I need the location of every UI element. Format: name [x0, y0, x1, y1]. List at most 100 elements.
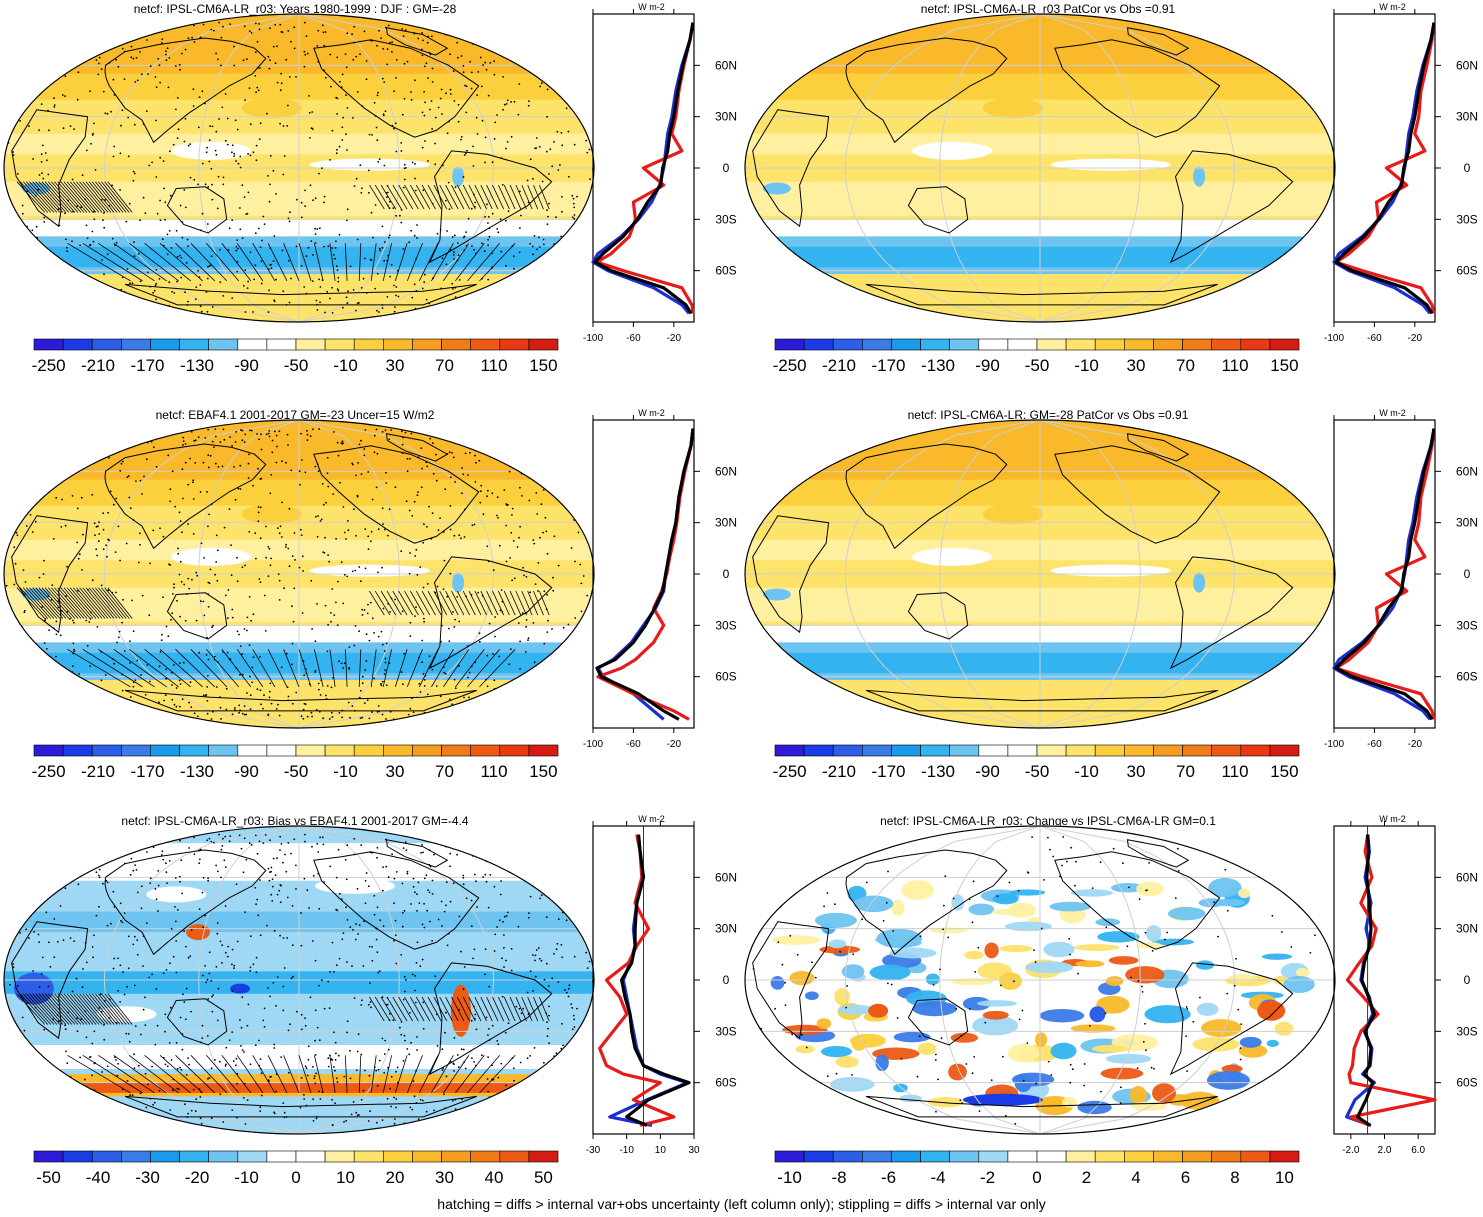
stipple-dot — [494, 616, 497, 618]
stipple-dot — [346, 1020, 349, 1023]
stipple-dot — [219, 1060, 221, 1063]
stipple-dot — [268, 696, 271, 699]
stipple-dot — [21, 204, 24, 207]
coastline — [313, 445, 480, 544]
stipple-dot — [419, 566, 422, 568]
stipple-dot — [1100, 1090, 1102, 1093]
stipple-dot — [76, 98, 79, 101]
stipple-dot — [224, 951, 227, 954]
stipple-dot — [532, 253, 534, 256]
stipple-dot — [128, 1040, 131, 1043]
hatch-line — [515, 996, 527, 1022]
hatch-line — [380, 996, 397, 1022]
stipple-dot — [471, 1057, 473, 1059]
stipple-dot — [548, 202, 550, 205]
stipple-dot — [182, 661, 185, 664]
stipple-dot — [258, 138, 261, 141]
stipple-dot — [395, 1106, 397, 1109]
graticule-meridian — [844, 14, 1041, 322]
stipple-dot — [453, 534, 456, 537]
hatch-line — [474, 184, 487, 210]
stipple-dot — [406, 870, 409, 873]
stipple-dot — [16, 985, 19, 987]
anomaly-hot — [1257, 1000, 1286, 1021]
stipple-dot — [777, 941, 780, 943]
stipple-dot — [259, 879, 261, 881]
panel-title: netcf: EBAF4.1 2001-2017 GM=-23 Uncer=15… — [155, 408, 435, 422]
colorbar-swatch — [121, 1150, 151, 1163]
stipple-dot — [393, 1122, 396, 1125]
colorbar-swatch — [499, 338, 530, 351]
stipple-dot — [448, 451, 451, 454]
stipple-dot — [323, 201, 325, 204]
white-patch — [171, 141, 251, 160]
stipple-dot — [166, 47, 169, 50]
stipple-dot — [290, 277, 292, 280]
stipple-dot — [412, 711, 415, 714]
hatch-line — [451, 996, 465, 1022]
stipple-dot — [361, 614, 364, 616]
stipple-dot — [247, 477, 250, 479]
stipple-dot — [436, 585, 439, 588]
stipple-dot — [357, 462, 359, 464]
stipple-dot — [232, 1060, 235, 1062]
hatch-line — [298, 243, 312, 282]
anomaly-patch — [992, 908, 1026, 915]
stipple-dot — [380, 630, 383, 633]
stipple-dot — [383, 164, 386, 167]
stipple-dot — [273, 1111, 275, 1114]
stipple-dot — [276, 976, 279, 978]
anomaly-patch — [1295, 967, 1310, 978]
stipple-dot — [552, 576, 554, 579]
stipple-dot — [168, 563, 170, 566]
stipple-dot — [308, 111, 311, 114]
stipple-dot — [416, 237, 418, 239]
stipple-dot — [254, 51, 257, 53]
stipple-dot — [506, 911, 509, 914]
stipple-dot — [579, 563, 582, 566]
stipple-dot — [119, 189, 121, 191]
hatch-line — [206, 1055, 240, 1094]
stipple-dot — [235, 1064, 237, 1067]
stipple-dot — [129, 282, 131, 285]
white-patch — [315, 877, 395, 894]
stipple-dot — [406, 470, 409, 473]
stipple-dot — [546, 88, 549, 91]
colorbar-tick-label: -10 — [234, 1168, 259, 1187]
stipple-dot — [184, 1103, 186, 1106]
stipple-dot — [360, 473, 363, 475]
stipple-dot — [311, 280, 314, 282]
colorbar-swatch — [1007, 338, 1038, 351]
stipple-dot — [233, 967, 235, 969]
stipple-dot — [249, 694, 252, 697]
stipple-dot — [271, 439, 274, 442]
stipple-dot — [547, 619, 549, 622]
stipple-dot — [299, 1106, 302, 1109]
stipple-dot — [55, 655, 57, 658]
stipple-dot — [376, 94, 379, 97]
hatch-line — [32, 181, 61, 213]
stipple-dot — [211, 198, 214, 201]
colorbar-swatch — [382, 744, 413, 757]
stipple-dot — [334, 1102, 336, 1105]
stipple-dot — [188, 587, 191, 590]
stipple-dot — [192, 88, 195, 91]
stipple-dot — [231, 990, 234, 993]
hatch-line — [394, 649, 408, 688]
colorbar-tick-label: -250 — [32, 356, 66, 375]
stipple-dot — [93, 1030, 96, 1033]
stipple-dot — [402, 683, 404, 686]
coastline — [166, 998, 228, 1046]
stipple-dot — [129, 640, 131, 642]
stipple-dot — [152, 291, 155, 294]
stipple-dot — [493, 138, 496, 140]
stipple-dot — [127, 116, 130, 119]
stipple-dot — [152, 446, 155, 449]
stipple-dot — [475, 461, 477, 464]
white-patch — [1050, 564, 1171, 577]
stipple-dot — [453, 251, 455, 254]
stipple-dot — [345, 66, 348, 69]
stipple-dot — [272, 260, 275, 262]
stipple-dot — [230, 544, 233, 547]
colorbar-swatch — [774, 338, 805, 351]
